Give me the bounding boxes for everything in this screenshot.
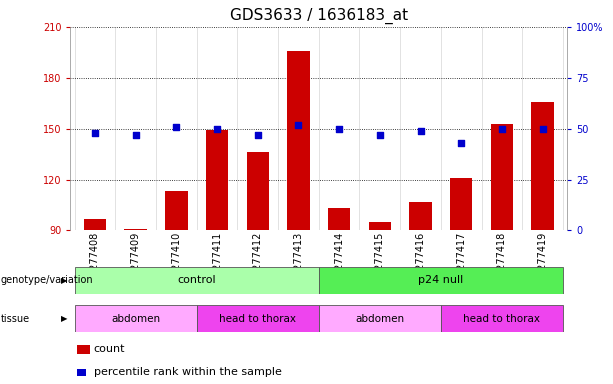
Point <box>497 126 507 132</box>
Bar <box>531 101 554 230</box>
Point <box>375 132 385 138</box>
Bar <box>491 124 513 230</box>
Text: control: control <box>177 275 216 285</box>
Point <box>538 126 547 132</box>
Point <box>334 126 344 132</box>
Text: ▶: ▶ <box>61 276 67 285</box>
Point <box>90 130 100 136</box>
Bar <box>287 51 310 230</box>
Bar <box>368 222 391 230</box>
Text: count: count <box>94 344 125 354</box>
Text: head to thorax: head to thorax <box>219 314 296 324</box>
Point <box>131 132 140 138</box>
Point <box>294 121 303 127</box>
Bar <box>75 267 319 294</box>
Bar <box>197 305 319 332</box>
Bar <box>319 305 441 332</box>
Text: p24 null: p24 null <box>418 275 463 285</box>
Bar <box>441 305 563 332</box>
Bar <box>246 152 269 230</box>
Point <box>416 127 425 134</box>
Text: percentile rank within the sample: percentile rank within the sample <box>94 367 281 377</box>
Text: ▶: ▶ <box>61 314 67 323</box>
Bar <box>75 305 197 332</box>
Bar <box>206 130 228 230</box>
Text: head to thorax: head to thorax <box>463 314 541 324</box>
Bar <box>165 191 188 230</box>
Bar <box>124 229 147 230</box>
Bar <box>409 202 432 230</box>
Point <box>253 132 262 138</box>
Bar <box>450 178 473 230</box>
Text: abdomen: abdomen <box>111 314 160 324</box>
Bar <box>328 209 350 230</box>
Bar <box>84 218 106 230</box>
Point <box>456 140 466 146</box>
Text: genotype/variation: genotype/variation <box>1 275 93 285</box>
Point <box>172 124 181 130</box>
Point <box>212 126 222 132</box>
Title: GDS3633 / 1636183_at: GDS3633 / 1636183_at <box>230 8 408 24</box>
Text: tissue: tissue <box>1 314 30 324</box>
Text: abdomen: abdomen <box>356 314 405 324</box>
Bar <box>319 267 563 294</box>
